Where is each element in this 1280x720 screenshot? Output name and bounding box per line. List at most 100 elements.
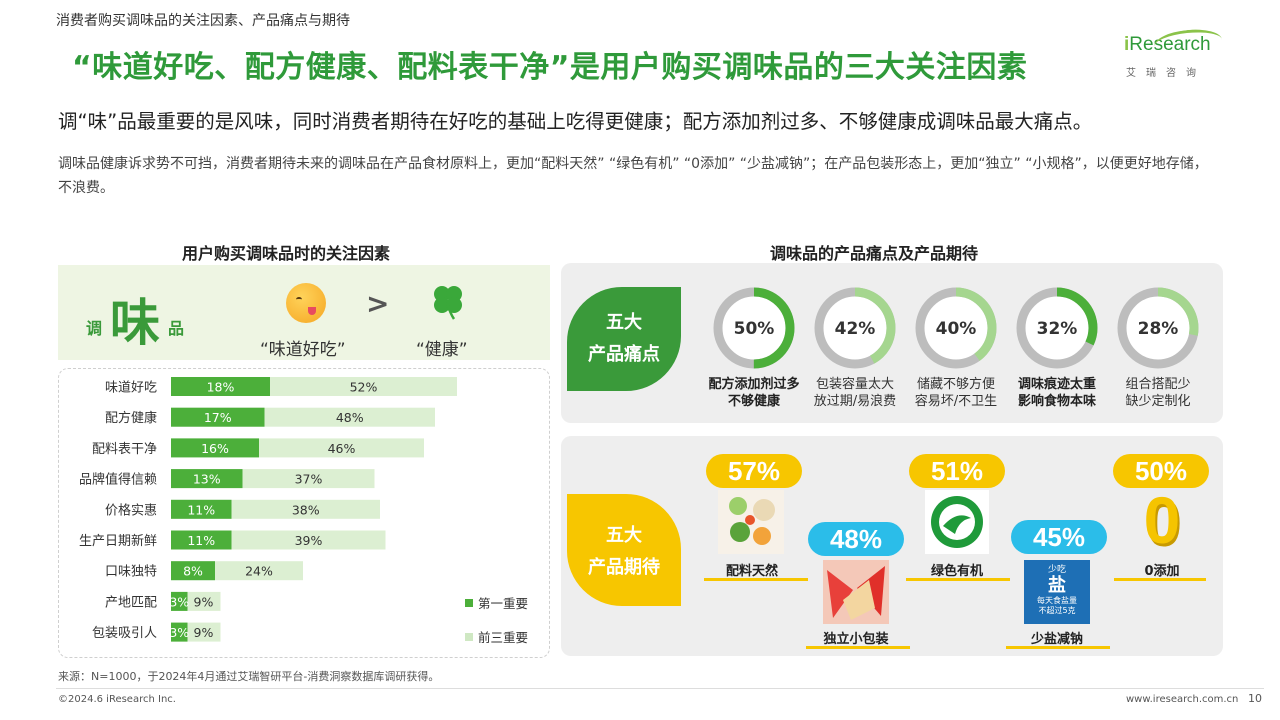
page-number: 10 [1248, 692, 1262, 705]
greater-than-sign: > [366, 287, 390, 320]
bar-first [171, 591, 188, 611]
legend-label-top3: 前三重要 [478, 630, 528, 645]
category-label: 味道好吃 [105, 380, 157, 396]
bar-label-first: 3% [169, 625, 189, 640]
yummy-face-icon [286, 283, 326, 323]
pain-label: 组合搭配少缺少定制化 [1103, 376, 1213, 410]
bar-label-top3: 52% [350, 380, 378, 395]
bar-label-top3: 39% [295, 533, 323, 548]
clover-icon [434, 286, 462, 320]
bar-first [171, 530, 232, 550]
bar-label-top3: 46% [328, 441, 356, 456]
expect-pct-low-salt: 45% [1011, 520, 1107, 554]
donut-pct: 42% [835, 319, 876, 339]
expect-pct-zero-additive: 50% [1113, 454, 1209, 488]
subtitle: 调“味”品最重要的是风味，同时消费者期待在好吃的基础上吃得更健康；配方添加剂过多… [58, 110, 1093, 133]
legend-swatch-top3 [465, 633, 473, 641]
expect-label-natural: 配料天然 [725, 564, 778, 579]
hero-char-wei: 味 [110, 294, 160, 352]
breadcrumb: 消费者购买调味品的关注因素、产品痛点与期待 [56, 13, 350, 29]
expect-label-organic: 绿色有机 [930, 564, 983, 579]
pain-label: 调味痕迹太重 影响食物本味 [1002, 376, 1112, 410]
page-title: “味道好吃、配方健康、配料表干净”是用户购买调味品的三大关注因素 [72, 50, 1028, 85]
donut-ring: 42% [814, 287, 896, 369]
hero-char-pin: 品 [168, 319, 185, 338]
pain-label-line1: 配方添加剂过多 [708, 377, 800, 392]
pain-donut: 50% [712, 286, 796, 370]
pain-label-line1: 调味痕迹太重 [1017, 377, 1096, 392]
left-section-title: 用户购买调味品时的关注因素 [182, 244, 391, 263]
copyright: ©2024.6 iResearch Inc. [58, 694, 176, 705]
zero-additive-icon: 0 [1143, 483, 1181, 557]
bar-first [171, 438, 259, 458]
category-label: 配料表干净 [92, 442, 157, 457]
factor-bar-chart: 味道好吃 18% 52% 配方健康 17% 48% 配料表干净 16% 46% 品牌值得信赖 13%… [79, 377, 528, 645]
hero-char-diao: 调 [86, 319, 103, 338]
bar-label-top3: 48% [336, 410, 364, 425]
natural-ingredients-icon [718, 490, 784, 554]
pain-donut: 40% [914, 286, 998, 370]
bar-label-first: 3% [169, 594, 189, 609]
expect-label-small-pack: 独立小包装 [823, 632, 889, 647]
donut-ring: 28% [1117, 287, 1199, 369]
pain-label-line2: 缺少定制化 [1125, 394, 1191, 409]
category-label: 价格实惠 [105, 502, 157, 518]
pain-label-line2: 影响食物本味 [1017, 394, 1096, 409]
green-food-logo-icon [925, 490, 989, 554]
bar-label-top3: 38% [292, 502, 320, 517]
expect-label-low-salt: 少盐减钠 [1030, 632, 1083, 647]
bar-first [171, 407, 265, 427]
logo-brand-i: i [1124, 34, 1130, 55]
expect-label-zero-additive: 0添加 [1144, 564, 1180, 579]
bar-label-first: 8% [183, 564, 203, 579]
right-section-title: 调味品的产品痛点及产品期待 [770, 244, 979, 263]
expect-underline-zero-additive [1114, 578, 1206, 581]
iresearch-logo: iResearch 艾瑞咨询 [1124, 26, 1224, 82]
website-url: www.iresearch.com.cn [1126, 694, 1239, 705]
bar-label-top3: 37% [295, 472, 323, 487]
legend-swatch-first [465, 599, 473, 607]
pain-tag-line2: 产品痛点 [588, 344, 660, 365]
category-label: 品牌值得信赖 [79, 472, 157, 488]
hero-label-taste: “味道好吃” [260, 340, 346, 360]
category-label: 口味独特 [105, 565, 157, 580]
expect-underline-natural [704, 578, 808, 581]
pain-label-line1: 储藏不够方便 [916, 377, 995, 392]
legend-label-first: 第一重要 [478, 596, 528, 611]
pain-label-line1: 组合搭配少 [1125, 377, 1191, 392]
bar-first [171, 469, 243, 489]
bar-label-first: 17% [204, 410, 232, 425]
pain-label: 储藏不够方便 容易坏/不卫生 [901, 376, 1011, 410]
pain-label: 包装容量太大 放过期/易浪费 [800, 376, 910, 410]
bar-label-top3: 9% [194, 625, 214, 640]
footer-divider [56, 688, 1264, 689]
donut-pct: 32% [1037, 319, 1078, 339]
bar-chart-panel [58, 368, 550, 658]
expect-pct-organic: 51% [909, 454, 1005, 488]
hero-label-health: “健康” [416, 340, 468, 360]
expect-underline-small-pack [806, 646, 910, 649]
pain-label-line2: 放过期/易浪费 [813, 394, 897, 409]
donut-ring: 50% [713, 287, 795, 369]
small-package-icon [823, 560, 889, 624]
expect-pct-small-pack: 48% [808, 522, 904, 556]
bar-first [171, 622, 188, 642]
donut-pct: 40% [936, 319, 977, 339]
bar-label-first: 16% [201, 441, 229, 456]
pain-donut: 42% [813, 286, 897, 370]
salt-line1: 每天食盐量 [1037, 596, 1077, 605]
pain-donut: 28% [1116, 286, 1200, 370]
pain-tag-line1: 五大 [606, 312, 642, 333]
expectations-tag: 五大 产品期待 [567, 494, 681, 606]
pain-label-line2: 不够健康 [727, 394, 780, 409]
bar-first [171, 561, 215, 581]
pain-label: 配方添加剂过多 不够健康 [699, 376, 809, 410]
bar-first [171, 499, 232, 519]
low-salt-icon: 少吃 盐 每天食盐量 不超过5克 [1024, 560, 1090, 624]
donut-pct: 28% [1138, 319, 1179, 339]
bar-label-first: 18% [207, 380, 235, 395]
pain-points-tag: 五大 产品痛点 [567, 287, 681, 391]
bar-label-top3: 9% [194, 594, 214, 609]
logo-swoosh-icon [1152, 26, 1224, 60]
donut-pct: 50% [734, 319, 775, 339]
